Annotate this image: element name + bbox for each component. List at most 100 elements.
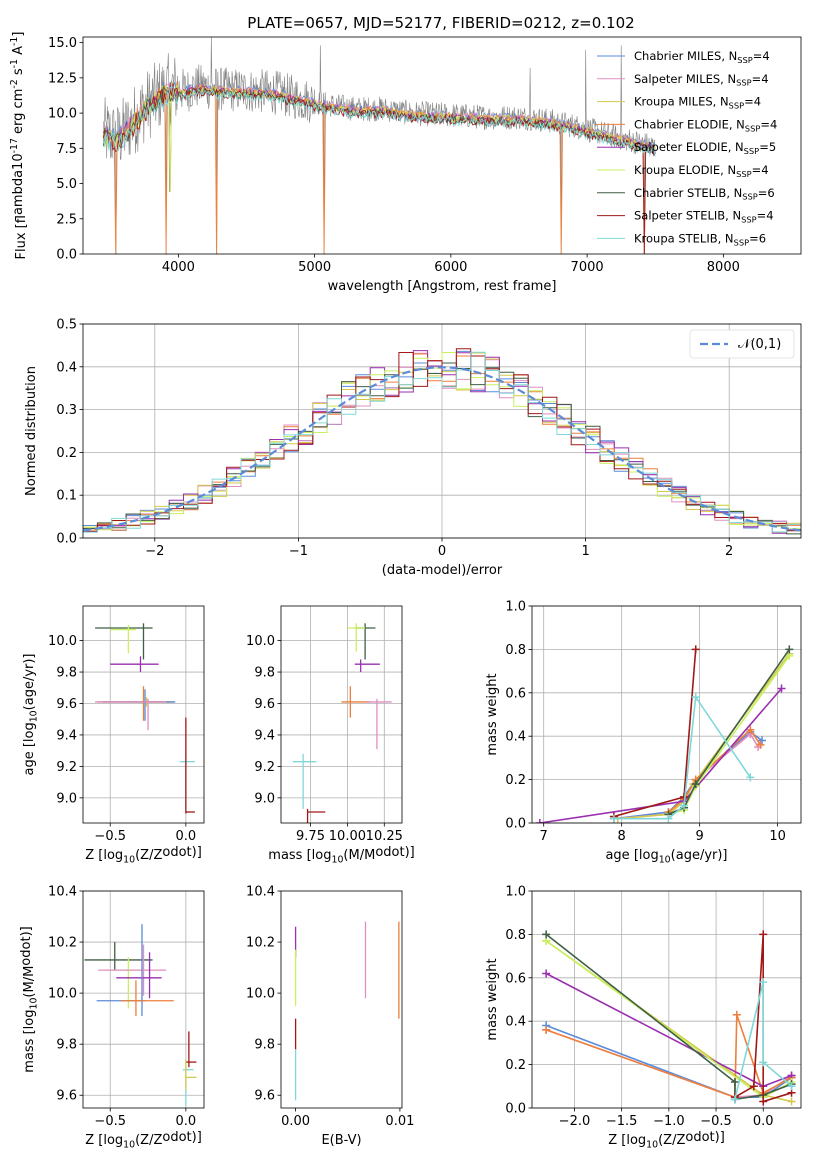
y-tick-label: 10.4 bbox=[48, 885, 77, 900]
x-axis-label: mass [log10(M/Modot)] bbox=[268, 845, 414, 866]
mass-vs-z-panel: −0.5 0.0 9.6 9.8 10.0 10.2 10.4 Z [log10(Z/Zodo… bbox=[19, 885, 205, 1151]
x-tick-label: 0.01 bbox=[385, 1114, 414, 1129]
x-tick-label: −0.5 bbox=[700, 1114, 732, 1129]
legend-label: Kroupa MILES, NSSP=4 bbox=[634, 95, 761, 111]
x-tick-label: 8 bbox=[618, 829, 626, 844]
x-tick-label: −2 bbox=[145, 544, 164, 559]
y-tick-label: 0.6 bbox=[505, 686, 526, 701]
mass-weight-marker bbox=[542, 930, 551, 939]
y-tick-label: 0.0 bbox=[56, 532, 77, 547]
x-tick-label: 6000 bbox=[434, 260, 467, 275]
age-vs-z-panel-plot-area bbox=[95, 623, 195, 814]
legend-label: Salpeter STELIB, NSSP=4 bbox=[634, 209, 774, 225]
y-tick-label: 0.0 bbox=[505, 1102, 526, 1117]
y-axis-label: mass weight bbox=[485, 673, 500, 755]
y-tick-label: 10.2 bbox=[246, 936, 275, 951]
legend: Chabrier MILES, NSSP=4 Salpeter MILES, NS… bbox=[597, 49, 777, 247]
y-tick-label: 9.6 bbox=[56, 697, 77, 712]
residuals-panel-plot-area bbox=[83, 348, 801, 535]
mass-weight-marker bbox=[759, 1058, 768, 1067]
y-tick-label: 9.0 bbox=[254, 791, 275, 806]
x-tick-label: 1 bbox=[581, 544, 589, 559]
mass-weight-marker bbox=[732, 1010, 741, 1019]
x-tick-label: 0.00 bbox=[281, 1114, 310, 1129]
y-tick-label: 10.0 bbox=[246, 634, 275, 649]
x-tick-label: 0.0 bbox=[753, 1114, 774, 1129]
mass-vs-ebv-panel-plot-area bbox=[294, 921, 400, 1101]
legend-label: Salpeter MILES, NSSP=4 bbox=[634, 72, 769, 88]
residual-histogram bbox=[83, 348, 801, 532]
x-axis-label: Z [log10(Z/Zodot)] bbox=[85, 845, 202, 866]
y-tick-label: 0.3 bbox=[56, 403, 77, 418]
mass-weight-marker bbox=[730, 1077, 739, 1086]
legend-label: 𝒩(0,1) bbox=[738, 337, 781, 352]
y-tick-label: 0.4 bbox=[56, 360, 77, 375]
mass-weight-marker bbox=[542, 969, 551, 978]
y-tick-label: 9.8 bbox=[254, 666, 275, 681]
mass-weight-marker bbox=[759, 978, 768, 987]
legend-label: Chabrier STELIB, NSSP=6 bbox=[634, 186, 775, 202]
axes-frame bbox=[82, 323, 802, 539]
mass-weight-marker bbox=[691, 779, 700, 788]
mass-weight-marker bbox=[664, 814, 673, 823]
x-axis-label: age [log10(age/yr)] bbox=[605, 848, 727, 865]
y-axis-label: mass [log10(M/Modot)] bbox=[19, 926, 40, 1072]
y-tick-label: 9.6 bbox=[254, 697, 275, 712]
y-axis-label: age [log10(age/yr)] bbox=[22, 653, 39, 775]
y-tick-label: 9.8 bbox=[56, 1038, 77, 1053]
mass-weight-marker bbox=[759, 1097, 768, 1106]
legend-label: Chabrier ELODIE, NSSP=4 bbox=[634, 117, 777, 133]
legend-label: Salpeter ELODIE, NSSP=5 bbox=[634, 140, 776, 156]
y-tick-label: 9.2 bbox=[254, 760, 275, 775]
x-tick-label: 5000 bbox=[298, 260, 331, 275]
mass-weight-line bbox=[613, 649, 697, 818]
y-tick-label: 2.5 bbox=[56, 212, 77, 227]
x-tick-label: 9 bbox=[695, 829, 703, 844]
mass-weight-marker bbox=[777, 684, 786, 693]
x-axis-label: wavelength [Angstrom, rest frame] bbox=[328, 279, 557, 294]
age-vs-mass-panel-plot-area bbox=[292, 623, 392, 823]
residual-histogram bbox=[83, 351, 801, 533]
legend: 𝒩(0,1) bbox=[689, 329, 795, 359]
x-tick-label: −0.5 bbox=[94, 1114, 126, 1129]
y-tick-label: 0.4 bbox=[505, 1015, 526, 1030]
mass-weight-marker bbox=[680, 801, 689, 810]
x-tick-label: 10.00 bbox=[329, 829, 366, 844]
residuals-panel: −2 −1 0 1 2 0.0 0.1 0.2 0.3 0.4 0.5 (data-model)/er… bbox=[24, 318, 802, 578]
x-axis-label: (data-model)/error bbox=[382, 563, 503, 578]
x-axis-label: E(B-V) bbox=[321, 1133, 361, 1148]
legend-label: Kroupa STELIB, NSSP=6 bbox=[634, 231, 766, 247]
x-tick-label: 10.25 bbox=[366, 829, 403, 844]
x-axis-label: Z [log10(Z/Zodot)] bbox=[85, 1130, 202, 1151]
x-tick-label: 9.75 bbox=[296, 829, 325, 844]
y-tick-label: 15.0 bbox=[48, 36, 77, 51]
y-tick-label: 0.1 bbox=[56, 489, 77, 504]
spectrum-panel: 4000 5000 6000 7000 8000 0.0 2.5 5.0 7.5 10.0 12.5… bbox=[9, 32, 802, 294]
age-vs-z-panel: −0.5 0.0 9.0 9.2 9.4 9.6 9.8 10.0 Z [log10(Z/Zod… bbox=[22, 605, 205, 866]
y-tick-label: 9.2 bbox=[56, 760, 77, 775]
massweight-vs-age-panel: 7 8 9 10 0.0 0.2 0.4 0.6 0.8 1.0 age [log10(age/yr… bbox=[485, 600, 802, 865]
x-tick-label: 8000 bbox=[707, 260, 740, 275]
legend-label: Kroupa ELODIE, NSSP=4 bbox=[634, 163, 769, 179]
model-spectrum-line bbox=[102, 83, 656, 254]
y-tick-label: 9.8 bbox=[254, 1038, 275, 1053]
mass-weight-marker bbox=[749, 1082, 758, 1091]
y-tick-label: 10.2 bbox=[48, 936, 77, 951]
axes-frame bbox=[82, 36, 802, 255]
y-tick-label: 10.0 bbox=[246, 987, 275, 1002]
mass-vs-z-panel-plot-area bbox=[84, 924, 197, 1106]
mass-weight-marker bbox=[787, 1097, 796, 1106]
x-tick-label: −1.0 bbox=[653, 1114, 685, 1129]
mass-weight-line bbox=[734, 981, 793, 1100]
mass-weight-marker bbox=[785, 645, 794, 654]
y-tick-label: 0.4 bbox=[505, 730, 526, 745]
mass-vs-ebv-panel: 0.00 0.01 9.6 9.8 10.0 10.2 10.4 E(B-V) bbox=[246, 885, 414, 1149]
axes-frame bbox=[280, 890, 403, 1109]
x-tick-label: −1 bbox=[289, 544, 308, 559]
y-tick-label: 0.0 bbox=[56, 248, 77, 263]
y-tick-label: 10.0 bbox=[48, 634, 77, 649]
y-tick-label: 0.6 bbox=[505, 971, 526, 986]
x-tick-label: −0.5 bbox=[94, 829, 126, 844]
mass-weight-marker bbox=[756, 740, 765, 749]
